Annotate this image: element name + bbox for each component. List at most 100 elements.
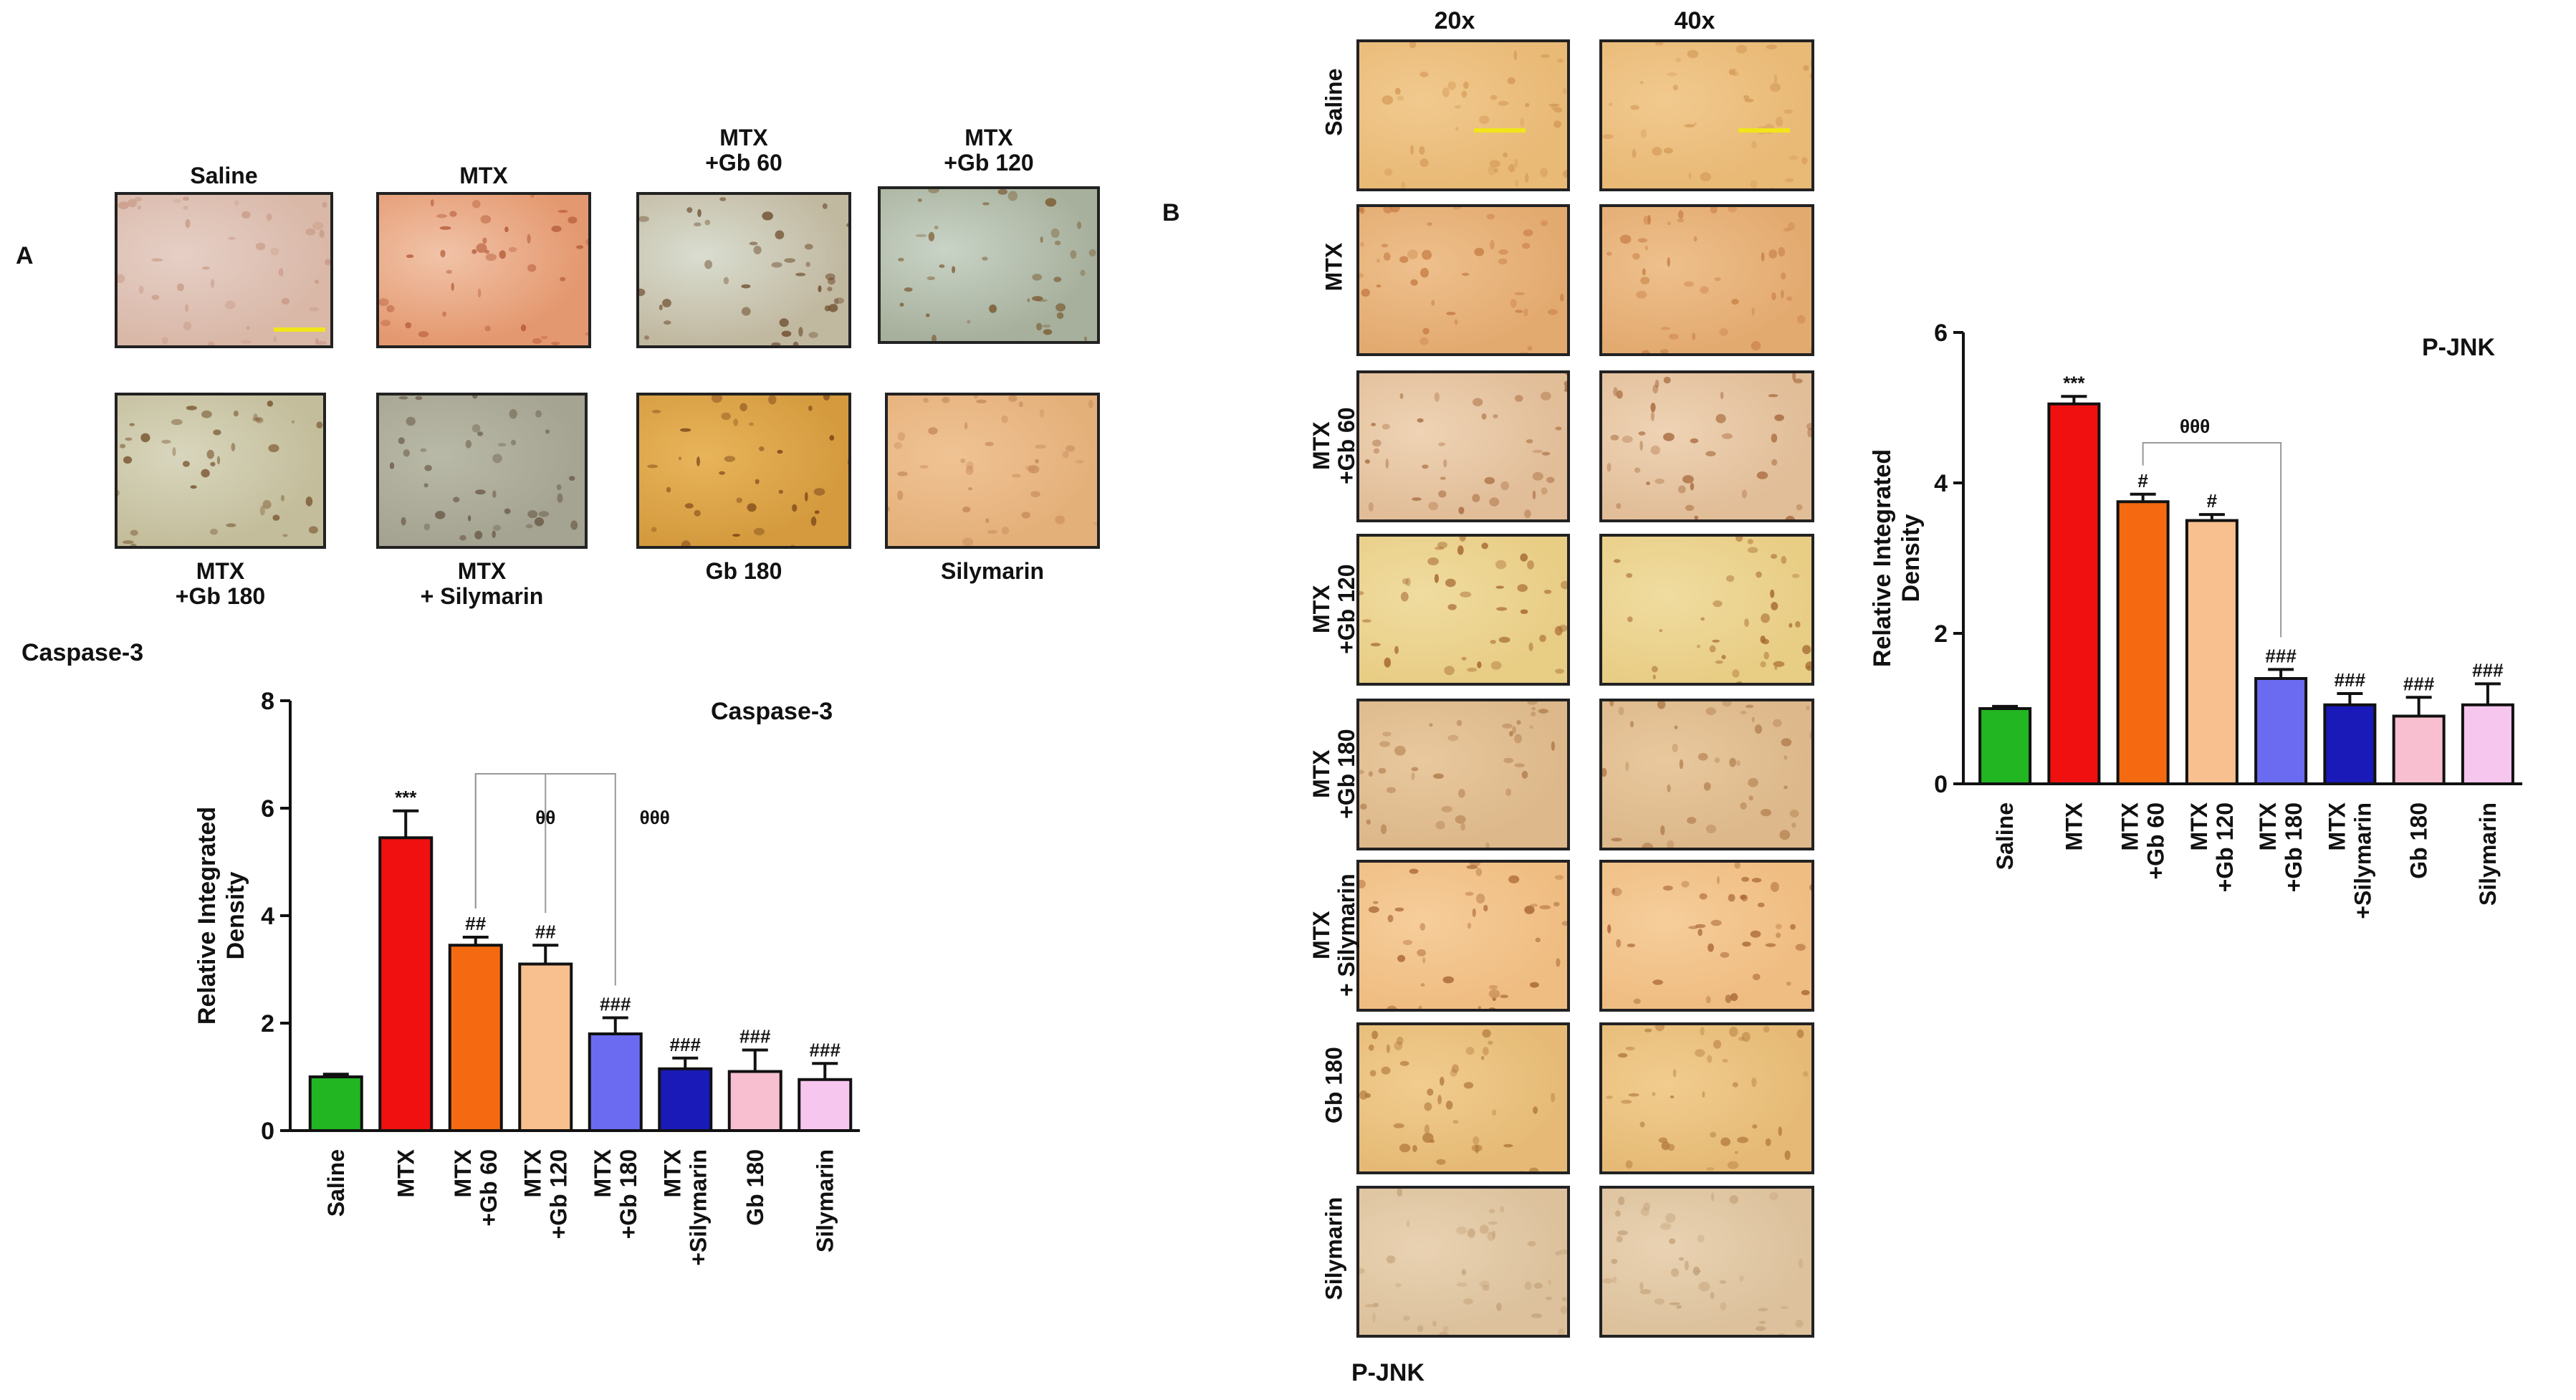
bracket-label-1: θθ [535, 807, 555, 828]
category-label-gb-180-1: Gb 180 [2406, 802, 2432, 879]
micrograph-b-20x-4 [1356, 534, 1570, 686]
category-label-mtx-gb-120-1: MTX [2186, 802, 2212, 850]
bar-mtx-gb-180 [2254, 677, 2308, 785]
bar-saline [1978, 707, 2032, 785]
significance-mtx-gb-180: ### [600, 994, 631, 1015]
category-label-mtx-silymarin-2: +Silymarin [2350, 802, 2375, 919]
micrograph-b-20x-8 [1356, 1186, 1570, 1338]
category-label-saline-1: Saline [323, 1149, 349, 1217]
significance-mtx-silymarin: ### [670, 1034, 702, 1055]
y-axis-label-line-1: Relative Integrated [193, 807, 221, 1025]
micrograph-a-7 [636, 393, 851, 549]
category-label-mtx-gb-120-2: +Gb 120 [545, 1149, 571, 1239]
significance-gb-180: ### [2403, 673, 2435, 694]
col-header-20x: 20x [1434, 7, 1475, 34]
bar-mtx [378, 836, 434, 1132]
y-axis-label-line-2: Density [1897, 514, 1925, 603]
micrograph-a-8 [885, 393, 1100, 549]
bracket-2 [474, 773, 616, 986]
category-label-silymarin-1: Silymarin [2475, 802, 2501, 906]
row-label-mtx-gb-60: MTX +Gb 60 [1308, 407, 1359, 484]
micrograph-b-40x-8 [1599, 1186, 1814, 1338]
y-tick-label-0: 0 [1934, 771, 1948, 798]
bar-silymarin [798, 1078, 853, 1132]
micrograph-label-silymarin: Silymarin [940, 558, 1045, 584]
y-axis-label-line-2: Density [222, 872, 249, 960]
row-label-mtx-gb-180: MTX +Gb 180 [1308, 729, 1359, 819]
col-header-40x: 40x [1674, 7, 1715, 34]
bar-mtx-gb-120 [518, 962, 573, 1132]
y-tick-label-6: 6 [1934, 320, 1948, 347]
panel-a-caption: Caspase-3 [21, 639, 144, 666]
micrograph-b-40x-6 [1599, 860, 1814, 1012]
category-label-mtx-silymarin-2: +Silymarin [685, 1149, 711, 1266]
row-label-mtx-gb-120: MTX +Gb 120 [1308, 564, 1359, 654]
scale-bar [274, 327, 325, 332]
micrograph-b-20x-1 [1356, 39, 1570, 191]
bar-mtx-gb-180 [588, 1032, 643, 1132]
category-label-mtx-gb-60-1: MTX [450, 1149, 476, 1197]
chart-p-jnk: 0 2 4 6 Relative Integrated Density P-JNK Salin… [1869, 320, 2522, 919]
significance-silymarin: ### [2472, 659, 2504, 681]
bar-mtx-gb-60 [2116, 500, 2170, 785]
micrograph-a-1 [115, 192, 333, 348]
micrograph-label-gb-180: Gb 180 [705, 558, 782, 584]
bar-mtx [2047, 402, 2101, 785]
significance-mtx-gb-120: # [2207, 490, 2218, 512]
micrograph-a-2 [376, 192, 591, 348]
y-tick-label-6: 6 [261, 795, 274, 823]
micrograph-label-mtx-silymarin: MTX + Silymarin [420, 558, 544, 610]
y-tick-label-2: 2 [261, 1010, 274, 1037]
bar-mtx-silymarin [658, 1067, 713, 1132]
micrograph-b-20x-2 [1356, 204, 1570, 356]
row-label-saline: Saline [1321, 68, 1347, 136]
chart-title: P-JNK [2422, 334, 2495, 361]
row-label-silymarin: Silymarin [1321, 1197, 1347, 1300]
category-label-mtx-1: MTX [2061, 802, 2087, 850]
category-label-mtx-gb-120-2: +Gb 120 [2212, 802, 2238, 892]
micrograph-b-20x-6 [1356, 860, 1570, 1012]
category-label-mtx-gb-180-2: +Gb 180 [616, 1149, 641, 1239]
micrograph-b-40x-4 [1599, 534, 1814, 686]
category-label-mtx-gb-180-1: MTX [2255, 802, 2281, 850]
micrograph-a-5 [115, 393, 326, 549]
y-tick-label-4: 4 [1934, 470, 1948, 497]
micrograph-label-mtx-gb-120: MTX +Gb 120 [944, 125, 1034, 176]
bar-mtx-gb-120 [2185, 519, 2239, 785]
panel-b-caption: P-JNK [1351, 1359, 1425, 1386]
y-tick-label-0: 0 [261, 1118, 274, 1145]
significance-silymarin: ### [810, 1039, 841, 1060]
scale-bar [1474, 128, 1526, 133]
category-label-mtx-silymarin-1: MTX [659, 1149, 685, 1197]
significance-mtx-gb-60: # [2137, 470, 2148, 492]
category-label-mtx-gb-60-2: +Gb 60 [2143, 802, 2169, 880]
panel-b-letter: B [1162, 199, 1180, 226]
row-label-gb-180: Gb 180 [1321, 1047, 1347, 1123]
chart-title: Caspase-3 [711, 698, 833, 725]
bracket-1 [2142, 442, 2282, 638]
micrograph-label-mtx-gb-60: MTX +Gb 60 [705, 125, 782, 176]
scale-bar [1738, 128, 1790, 133]
micrograph-label-mtx-gb-180: MTX +Gb 180 [175, 558, 266, 610]
chart-caspase-3: 0 2 4 6 8 Relative Integrated Density Caspase-3… [193, 688, 860, 1266]
category-label-saline-1: Saline [1992, 802, 2018, 870]
category-label-silymarin-1: Silymarin [812, 1149, 838, 1252]
bracket-label-1: θθθ [2180, 416, 2210, 437]
significance-mtx-gb-120: ## [535, 921, 556, 942]
category-label-mtx-1: MTX [393, 1149, 418, 1197]
bar-mtx-gb-60 [448, 944, 503, 1132]
bracket-1 [474, 773, 547, 914]
bar-gb-180 [2392, 714, 2446, 785]
micrograph-label-saline: Saline [190, 163, 258, 188]
y-tick-label-8: 8 [261, 688, 274, 715]
row-label-mtx: MTX [1321, 242, 1347, 292]
category-label-gb-180-1: Gb 180 [742, 1149, 768, 1226]
micrograph-label-mtx: MTX [459, 163, 508, 188]
y-tick-label-2: 2 [1934, 620, 1948, 648]
y-tick-label-4: 4 [261, 903, 274, 930]
micrograph-a-4 [878, 186, 1100, 344]
significance-mtx-gb-60: ## [465, 913, 486, 934]
micrograph-b-20x-5 [1356, 699, 1570, 850]
bar-saline [308, 1075, 363, 1132]
micrograph-b-40x-7 [1599, 1022, 1814, 1174]
